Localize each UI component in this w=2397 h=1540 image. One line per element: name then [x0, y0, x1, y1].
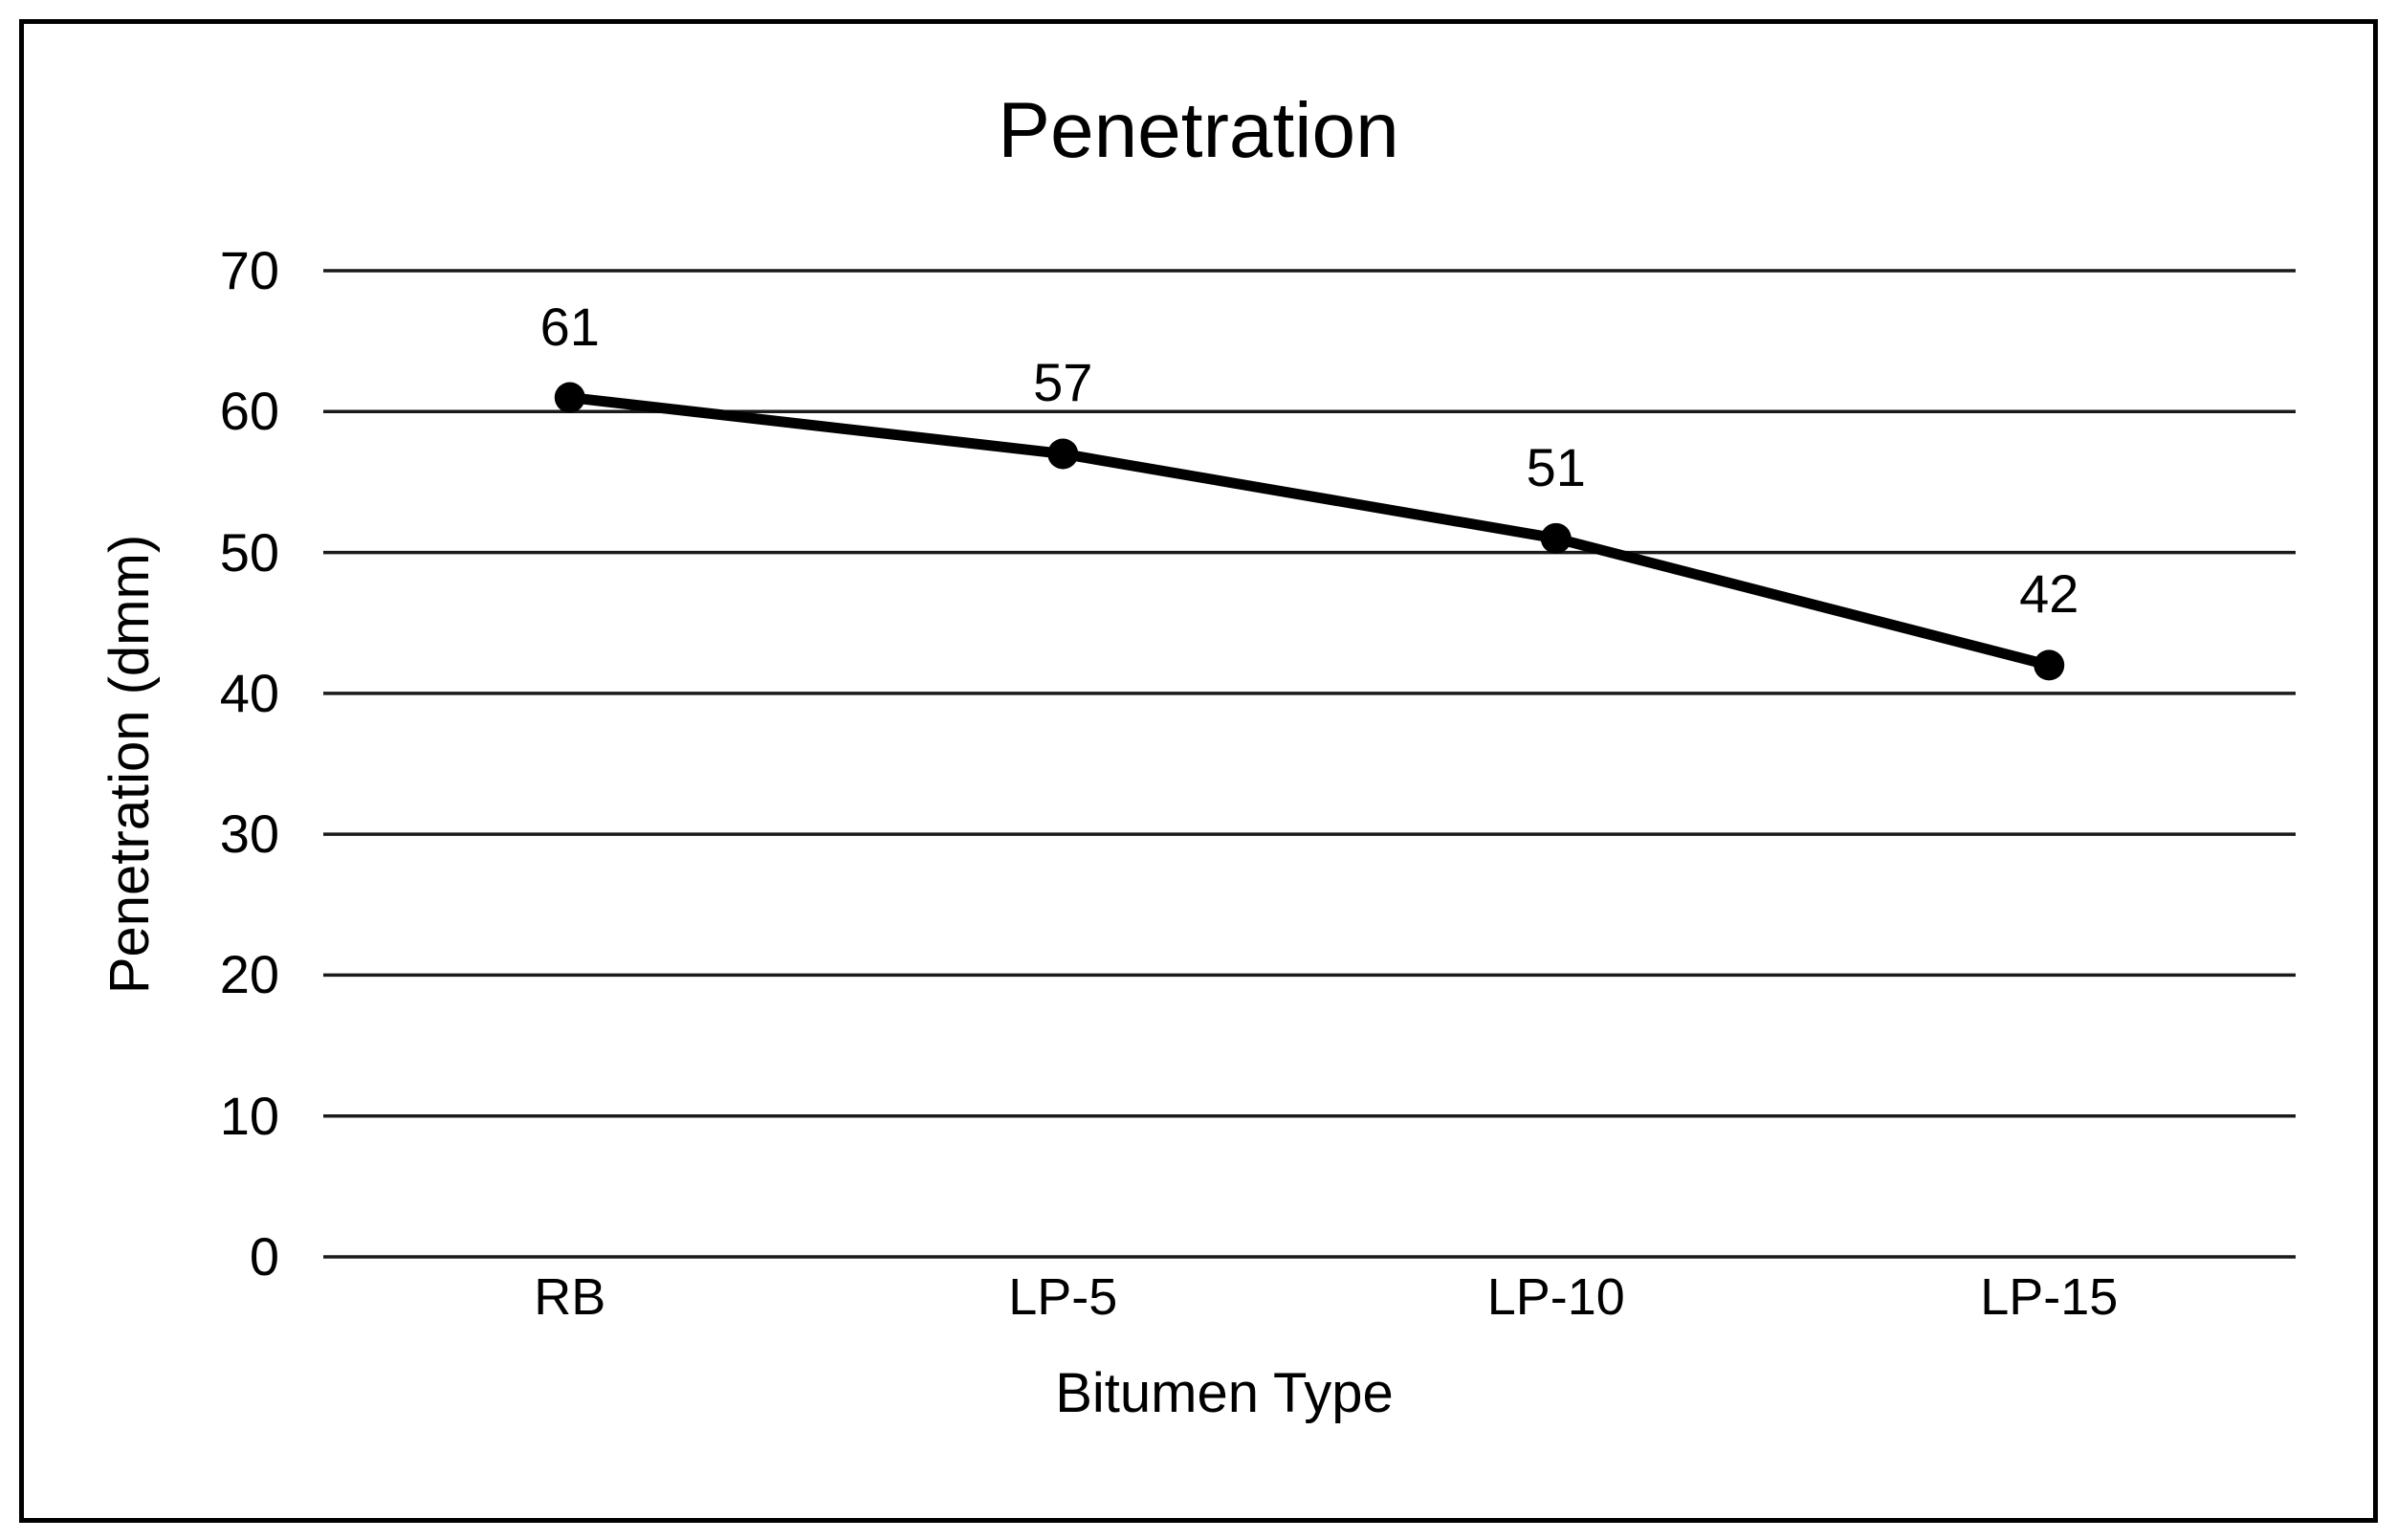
data-point-marker-LP-10 [1540, 522, 1572, 554]
x-category-label-LP-5: LP-5 [1008, 1268, 1118, 1326]
y-tick-label-40: 40 [219, 662, 279, 723]
y-tick-label-70: 70 [219, 240, 279, 300]
y-tick-label-50: 50 [219, 521, 279, 583]
data-label-LP-5: 57 [1033, 352, 1093, 413]
chart-frame-border [19, 19, 2378, 1523]
data-point-marker-RB [554, 382, 585, 413]
data-point-marker-LP-5 [1047, 438, 1079, 470]
data-point-marker-LP-15 [2034, 649, 2065, 681]
y-tick-label-60: 60 [219, 381, 279, 442]
data-label-LP-10: 51 [1526, 436, 1586, 497]
data-label-LP-15: 42 [2019, 563, 2079, 625]
x-category-label-LP-15: LP-15 [1980, 1268, 2119, 1326]
series-line [564, 392, 2055, 671]
x-axis-title: Bitumen Type [1055, 1362, 1394, 1424]
x-category-label-LP-10: LP-10 [1486, 1268, 1625, 1326]
chart-title: Penetration [998, 87, 1399, 174]
data-label-RB: 61 [539, 296, 600, 357]
y-tick-label-30: 30 [219, 803, 279, 865]
y-tick-label-10: 10 [219, 1085, 279, 1146]
y-tick-label-0: 0 [249, 1226, 279, 1287]
x-category-label-RB: RB [534, 1268, 606, 1326]
y-tick-label-20: 20 [219, 944, 279, 1005]
